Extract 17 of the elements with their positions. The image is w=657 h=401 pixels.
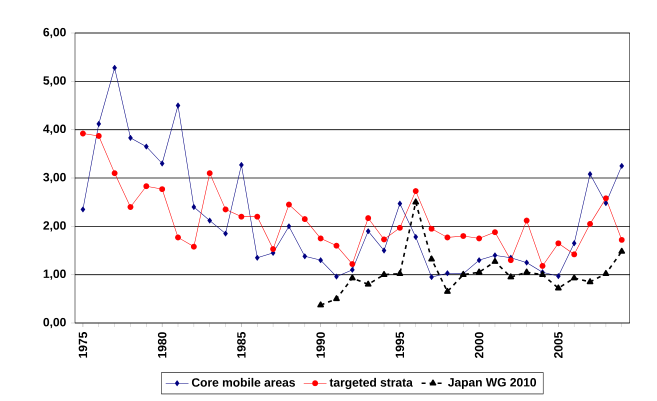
y-tick-label: 4,00 — [43, 124, 66, 135]
x-tick-label: 1975 — [78, 332, 88, 358]
x-tick-label: 1990 — [316, 332, 325, 358]
x-tick-label: 1980 — [158, 332, 166, 358]
x-tick-label: 1985 — [237, 332, 246, 358]
x-tick-label: 1995 — [396, 332, 404, 358]
y-tick-label: 6,00 — [43, 28, 66, 38]
y-tick-label: 3,00 — [43, 172, 66, 184]
legend-label: Japan WG 2010 — [448, 378, 536, 389]
legend-label: targeted strata — [330, 378, 413, 390]
y-tick-label: 5,00 — [43, 76, 66, 86]
y-tick-label: 0,00 — [43, 318, 66, 328]
legend-label: Core mobile areas — [192, 378, 295, 387]
x-tick-label: 2005 — [554, 332, 563, 358]
x-tick-label: 2000 — [474, 332, 484, 358]
y-tick-label: 2,00 — [43, 221, 66, 232]
y-tick-label: 1,00 — [44, 270, 66, 280]
